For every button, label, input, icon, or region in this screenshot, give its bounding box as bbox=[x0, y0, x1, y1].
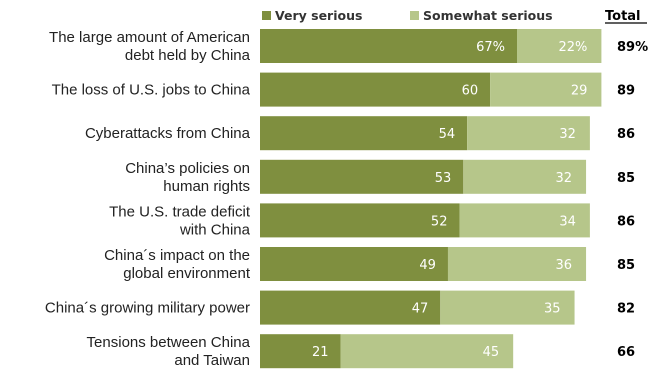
data-label-somewhat-serious: 22% bbox=[558, 40, 587, 55]
category-label: Tensions between China bbox=[87, 334, 251, 351]
bar-very-serious bbox=[260, 29, 518, 63]
chart-row: The loss of U.S. jobs to China 60 29 89 bbox=[52, 72, 635, 107]
data-label-somewhat-serious: 36 bbox=[556, 258, 573, 273]
bar-somewhat-serious bbox=[463, 159, 587, 194]
bar-somewhat-serious bbox=[340, 334, 514, 369]
bar-very-serious bbox=[260, 159, 464, 194]
total-label: 82 bbox=[617, 302, 635, 317]
bar-very-serious bbox=[260, 334, 341, 369]
data-label-very-serious: 54 bbox=[439, 127, 456, 142]
data-label-very-serious: 47 bbox=[412, 302, 429, 317]
total-label: 89% bbox=[617, 40, 648, 55]
legend-swatch-very-serious bbox=[262, 11, 271, 20]
bar-somewhat-serious bbox=[447, 247, 587, 281]
category-label: Cyberattacks from China bbox=[85, 125, 251, 142]
data-label-somewhat-serious: 35 bbox=[544, 302, 561, 317]
chart-row: Cyberattacks from China 54 32 86 bbox=[85, 116, 635, 151]
data-label-somewhat-serious: 29 bbox=[571, 84, 588, 99]
category-label: China’s policies on bbox=[125, 160, 250, 177]
bar-somewhat-serious bbox=[467, 116, 590, 151]
bar-somewhat-serious bbox=[459, 203, 590, 238]
bar-somewhat-serious bbox=[490, 72, 602, 107]
bar-very-serious bbox=[260, 203, 460, 238]
bar-very-serious bbox=[260, 247, 448, 281]
totals-header: Total bbox=[605, 9, 641, 24]
total-label: 86 bbox=[617, 127, 635, 142]
category-label: human rights bbox=[163, 178, 250, 195]
data-label-somewhat-serious: 32 bbox=[556, 171, 573, 186]
data-label-somewhat-serious: 34 bbox=[559, 214, 576, 229]
data-label-very-serious: 49 bbox=[419, 258, 436, 273]
bar-somewhat-serious bbox=[517, 29, 602, 63]
total-label: 85 bbox=[617, 258, 635, 273]
legend: Very serious Somewhat serious bbox=[262, 8, 553, 23]
data-label-very-serious: 67% bbox=[476, 40, 505, 55]
total-label: 66 bbox=[617, 345, 635, 360]
category-label: global environment bbox=[123, 265, 251, 282]
total-label: 89 bbox=[617, 84, 635, 99]
chart-row: China´s growing military power 47 35 82 bbox=[45, 290, 635, 325]
total-label: 85 bbox=[617, 171, 635, 186]
bar-very-serious bbox=[260, 72, 491, 107]
total-label: 86 bbox=[617, 214, 635, 229]
category-label: and Taiwan bbox=[174, 352, 250, 369]
bar-very-serious bbox=[260, 116, 468, 151]
legend-swatch-somewhat-serious bbox=[410, 11, 419, 20]
data-label-somewhat-serious: 45 bbox=[483, 345, 500, 360]
category-label: The loss of U.S. jobs to China bbox=[52, 82, 251, 99]
bar-somewhat-serious bbox=[440, 290, 575, 325]
category-label: China´s growing military power bbox=[45, 300, 250, 317]
legend-label-very-serious: Very serious bbox=[275, 8, 362, 23]
data-label-very-serious: 21 bbox=[312, 345, 329, 360]
data-label-very-serious: 53 bbox=[435, 171, 452, 186]
data-label-very-serious: 52 bbox=[431, 214, 448, 229]
category-label: The U.S. trade deficit bbox=[109, 203, 251, 220]
category-label: China´s impact on the bbox=[104, 247, 250, 264]
legend-label-somewhat-serious: Somewhat serious bbox=[423, 8, 553, 23]
category-label: debt held by China bbox=[125, 47, 251, 64]
category-label: The large amount of American bbox=[49, 29, 250, 46]
data-label-somewhat-serious: 32 bbox=[559, 127, 576, 142]
data-label-very-serious: 60 bbox=[462, 84, 479, 99]
bar-very-serious bbox=[260, 290, 441, 325]
category-label: with China bbox=[179, 221, 251, 238]
